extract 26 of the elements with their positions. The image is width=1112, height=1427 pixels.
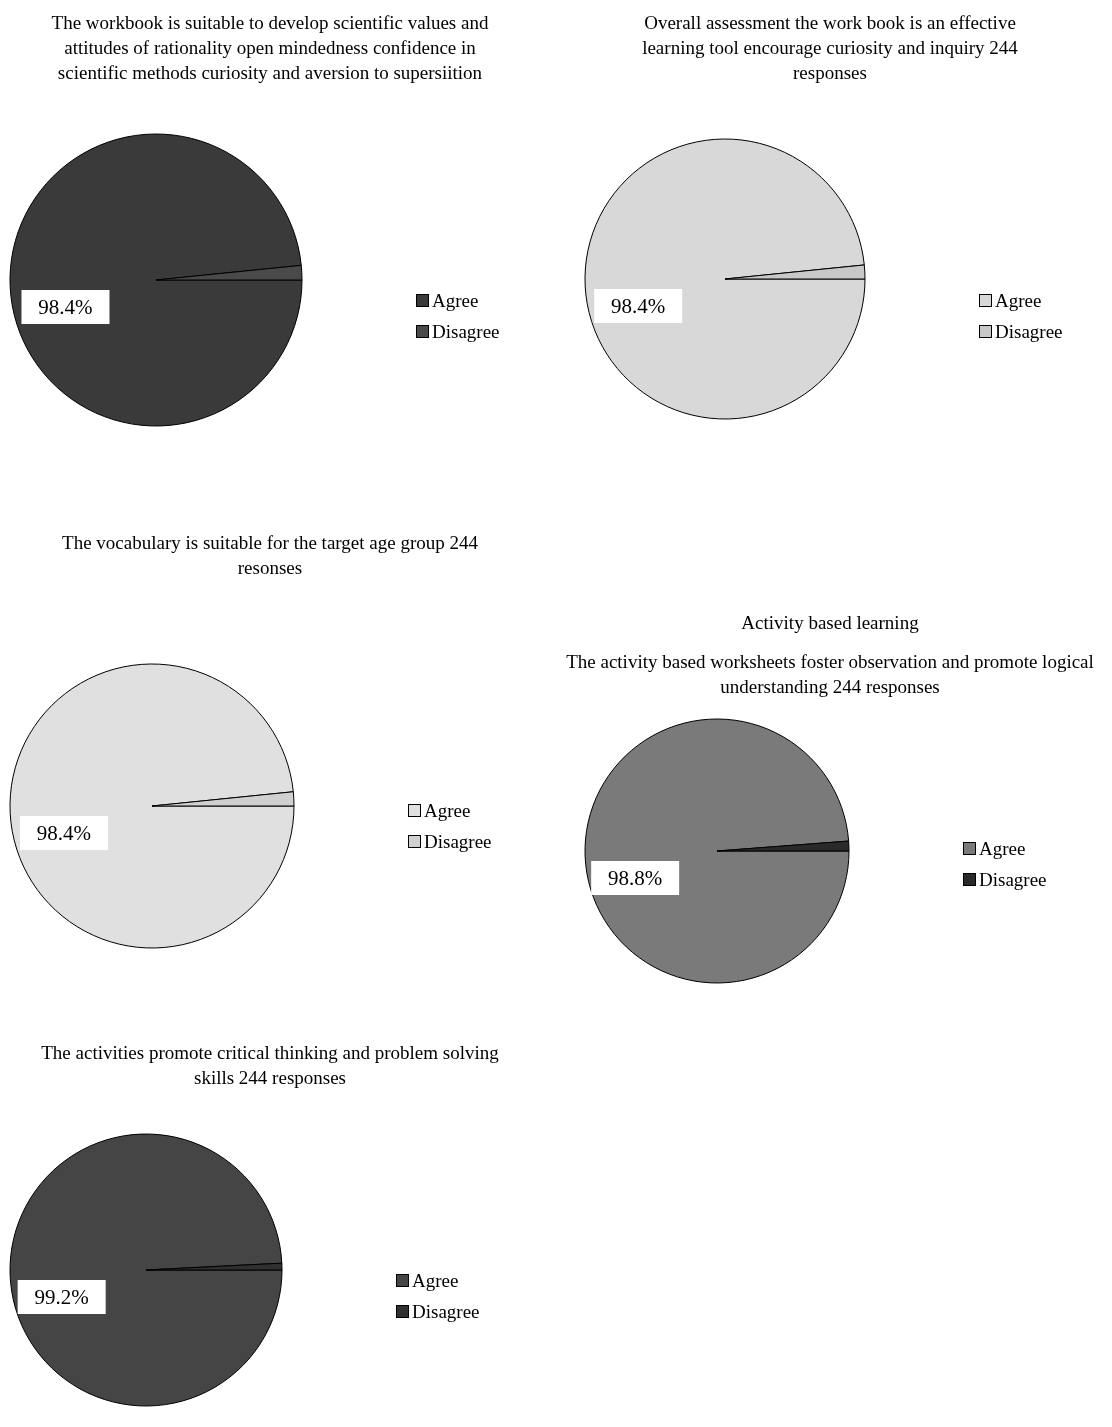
legend-label: Agree — [995, 289, 1042, 313]
chart-title: Activity based learning — [740, 611, 920, 635]
legend-label: Agree — [412, 1269, 459, 1293]
chart-title: The vocabulary is suitable for the target age group 244 resonses — [61, 531, 479, 580]
chart-title: The activities promote critical thinking and problem solving skills 244 responses — [40, 1041, 500, 1090]
data-label: 98.4% — [36, 821, 92, 845]
legend-label: Disagree — [424, 830, 492, 854]
legend-label: Disagree — [432, 320, 500, 344]
legend-label: Agree — [424, 799, 471, 823]
legend-label: Agree — [979, 837, 1026, 861]
legend-label: Agree — [432, 289, 479, 313]
chart-subtitle: The activity based worksheets foster observation and promote logical understanding 244 responses — [565, 650, 1095, 699]
legend-label: Disagree — [412, 1300, 480, 1324]
data-label: 99.2% — [34, 1285, 89, 1309]
pie-slice — [9, 133, 303, 427]
legend-label: Disagree — [979, 868, 1047, 892]
data-label: 98.8% — [608, 866, 663, 890]
pie-slice — [9, 663, 295, 949]
data-label: 98.4% — [611, 294, 666, 318]
legend-label: Disagree — [995, 320, 1063, 344]
data-label: 98.4% — [38, 295, 93, 319]
pie-slice — [584, 138, 866, 420]
chart-title: Overall assessment the work book is an effective learning tool encourage curiosity and inquiry 244 responses — [641, 11, 1019, 85]
chart-title: The workbook is suitable to develop scientific values and attitudes of rationality open mindedness confidence in scientific methods curiosity and aversion to supersiition — [50, 11, 490, 85]
pie-slice — [584, 718, 850, 984]
pie-slice — [9, 1133, 283, 1407]
